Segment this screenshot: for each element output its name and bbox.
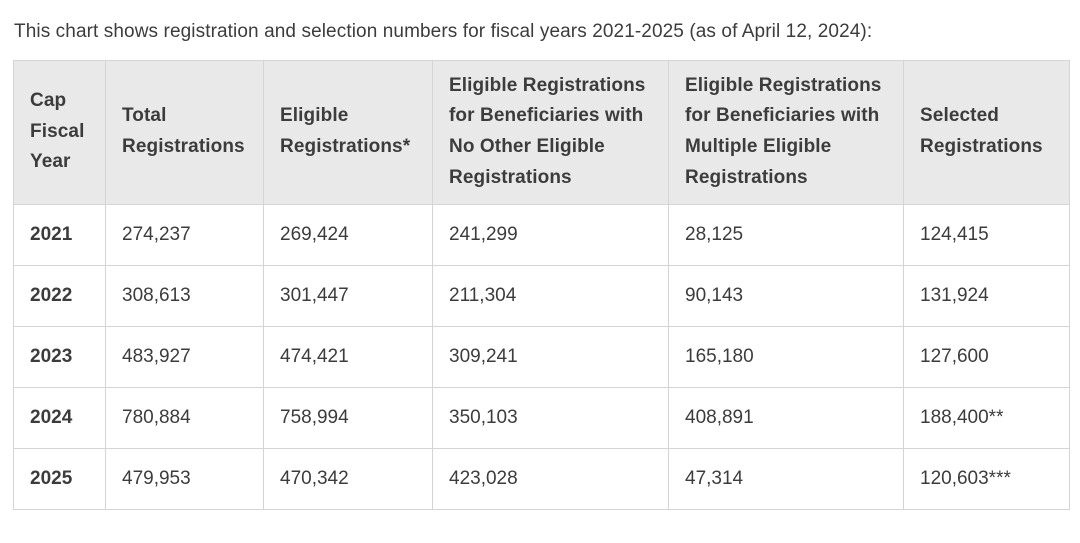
table-cell: 309,241 [432, 325, 669, 388]
row-year: 2023 [13, 325, 106, 388]
column-header: Eligible Registrations* [263, 59, 433, 205]
column-header: Cap Fiscal Year [13, 59, 106, 205]
table-cell: 758,994 [263, 386, 433, 449]
column-header: Selected Registrations [903, 59, 1070, 205]
table-header: Cap Fiscal Year Total Registrations Eligib… [13, 59, 1070, 205]
column-header: Eligible Registrations for Beneficiaries… [668, 59, 904, 205]
row-year: 2022 [13, 264, 106, 327]
table-row: 2022 308,613 301,447 211,304 90,143 131,924 [13, 264, 1070, 327]
table-cell: 269,424 [263, 203, 433, 266]
table-cell: 188,400** [903, 386, 1070, 449]
intro-text: This chart shows registration and select… [14, 21, 873, 42]
table-body: 2021 274,237 269,424 241,299 28,125 124,415 20… [13, 203, 1070, 510]
table-cell: 474,421 [263, 325, 433, 388]
table-cell: 131,924 [903, 264, 1070, 327]
row-year: 2025 [13, 447, 106, 510]
table-cell: 124,415 [903, 203, 1070, 266]
column-header: Total Registrations [105, 59, 264, 205]
table-cell: 127,600 [903, 325, 1070, 388]
table-cell: 301,447 [263, 264, 433, 327]
table-row: 2025 479,953 470,342 423,028 47,314 120,603**… [13, 447, 1070, 510]
row-year: 2021 [13, 203, 106, 266]
table-cell: 28,125 [668, 203, 904, 266]
table-cell: 90,143 [668, 264, 904, 327]
table-cell: 780,884 [105, 386, 264, 449]
table-cell: 479,953 [105, 447, 264, 510]
table-row: 2021 274,237 269,424 241,299 28,125 124,415 [13, 203, 1070, 266]
table-cell: 47,314 [668, 447, 904, 510]
row-year: 2024 [13, 386, 106, 449]
table-row: 2023 483,927 474,421 309,241 165,180 127,600 [13, 325, 1070, 388]
table-cell: 165,180 [668, 325, 904, 388]
table-cell: 308,613 [105, 264, 264, 327]
table-cell: 470,342 [263, 447, 433, 510]
table-cell: 120,603*** [903, 447, 1070, 510]
table-cell: 350,103 [432, 386, 669, 449]
table-cell: 483,927 [105, 325, 264, 388]
table-cell: 241,299 [432, 203, 669, 266]
table-cell: 423,028 [432, 447, 669, 510]
table-cell: 408,891 [668, 386, 904, 449]
table-cell: 274,237 [105, 203, 264, 266]
header-row: Cap Fiscal Year Total Registrations Eligib… [13, 59, 1070, 205]
data-table: Cap Fiscal Year Total Registrations Eligib… [13, 59, 1070, 510]
table-cell: 211,304 [432, 264, 669, 327]
column-header: Eligible Registrations for Beneficiaries… [432, 59, 669, 205]
table-row: 2024 780,884 758,994 350,103 408,891 188,400*… [13, 386, 1070, 449]
